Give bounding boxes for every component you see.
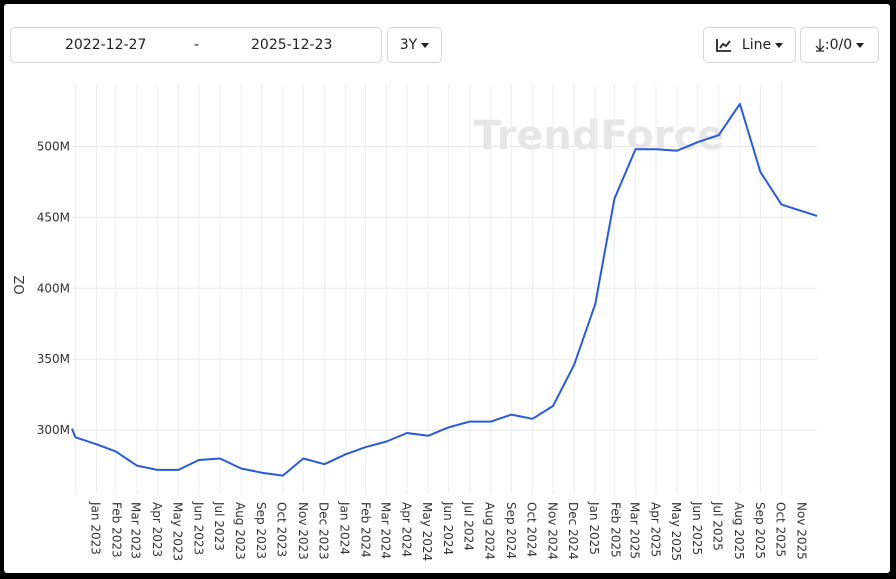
x-tick-label: Aug 2023 — [233, 502, 247, 560]
download-label: :0/0 — [824, 37, 853, 53]
separator: - — [194, 37, 200, 53]
x-tick-label: Jul 2024 — [462, 501, 476, 551]
x-tick-label: May 2023 — [170, 502, 184, 561]
line-icon — [716, 39, 731, 52]
y-tick-label: 400M — [37, 281, 70, 295]
x-tick-label: Dec 2023 — [316, 502, 330, 560]
x-tick-label: Feb 2024 — [359, 502, 373, 558]
x-tick-label: Nov 2024 — [546, 502, 560, 560]
download-icon — [815, 39, 825, 52]
date-range[interactable]: 2022-12-27 - 2025-12-23 — [10, 27, 382, 63]
x-tick-label: Mar 2023 — [129, 502, 143, 559]
x-tick-label: Aug 2024 — [483, 502, 497, 560]
data-line — [71, 102, 818, 477]
range-button[interactable]: 3Y — [387, 27, 442, 63]
x-tick-label: May 2025 — [669, 502, 683, 561]
x-tick-label: Jul 2025 — [711, 501, 725, 551]
watermark: TrendForce — [474, 113, 725, 159]
chart: TrendForce OZ Jan 2023 Feb 2023 Mar 2023 Ap… — [13, 84, 818, 561]
y-tick-label: 300M — [37, 423, 70, 437]
x-tick-label: May 2024 — [420, 502, 434, 561]
end-date: 2025-12-23 — [251, 37, 333, 53]
x-tick-label: Jan 2025 — [587, 501, 601, 555]
y-tick-label: 500M — [37, 139, 70, 153]
x-tick-label: Jun 2024 — [441, 501, 455, 555]
y-axis-label: OZ — [13, 275, 28, 294]
y-tick-label: 350M — [37, 352, 70, 366]
x-tick-label: Jul 2023 — [212, 501, 226, 551]
start-date: 2022-12-27 — [65, 37, 147, 53]
chart-type-button[interactable]: Line — [703, 27, 796, 63]
chart-type-label: Line — [741, 37, 772, 53]
x-tick-label: Sep 2023 — [254, 502, 268, 559]
x-tick-label: Apr 2023 — [150, 502, 164, 557]
x-tick-label: Mar 2025 — [627, 502, 641, 559]
x-tick-label: Sep 2024 — [504, 502, 518, 559]
x-tick-label: Apr 2025 — [649, 502, 663, 557]
x-tick-label: Mar 2024 — [378, 502, 392, 559]
y-tick-label: 450M — [37, 210, 70, 224]
x-tick-label: Jun 2023 — [191, 501, 205, 555]
x-tick-label: Nov 2023 — [296, 502, 310, 560]
x-tick-label: Oct 2025 — [773, 502, 787, 557]
x-tick-label: Apr 2024 — [400, 502, 414, 557]
x-tick-label: Jun 2025 — [690, 501, 704, 555]
x-tick-label: Nov 2025 — [795, 502, 809, 560]
x-tick-label: Aug 2025 — [732, 502, 746, 560]
screen: 2022-12-27 - 2025-12-23 3Y Line :0/0 Tre… — [4, 4, 890, 573]
x-tick-label: Feb 2023 — [110, 502, 124, 558]
range-label: 3Y — [399, 37, 418, 53]
x-tick-label: Oct 2023 — [275, 502, 289, 557]
x-tick-label: Jan 2024 — [337, 501, 351, 555]
download-button[interactable]: :0/0 — [800, 27, 879, 63]
x-tick-label: Oct 2024 — [524, 502, 538, 557]
x-tick-label: Feb 2025 — [608, 502, 622, 558]
x-tick-label: Jan 2023 — [88, 501, 102, 555]
x-tick-label: Sep 2025 — [753, 502, 767, 559]
x-tick-label: Dec 2024 — [566, 502, 580, 560]
